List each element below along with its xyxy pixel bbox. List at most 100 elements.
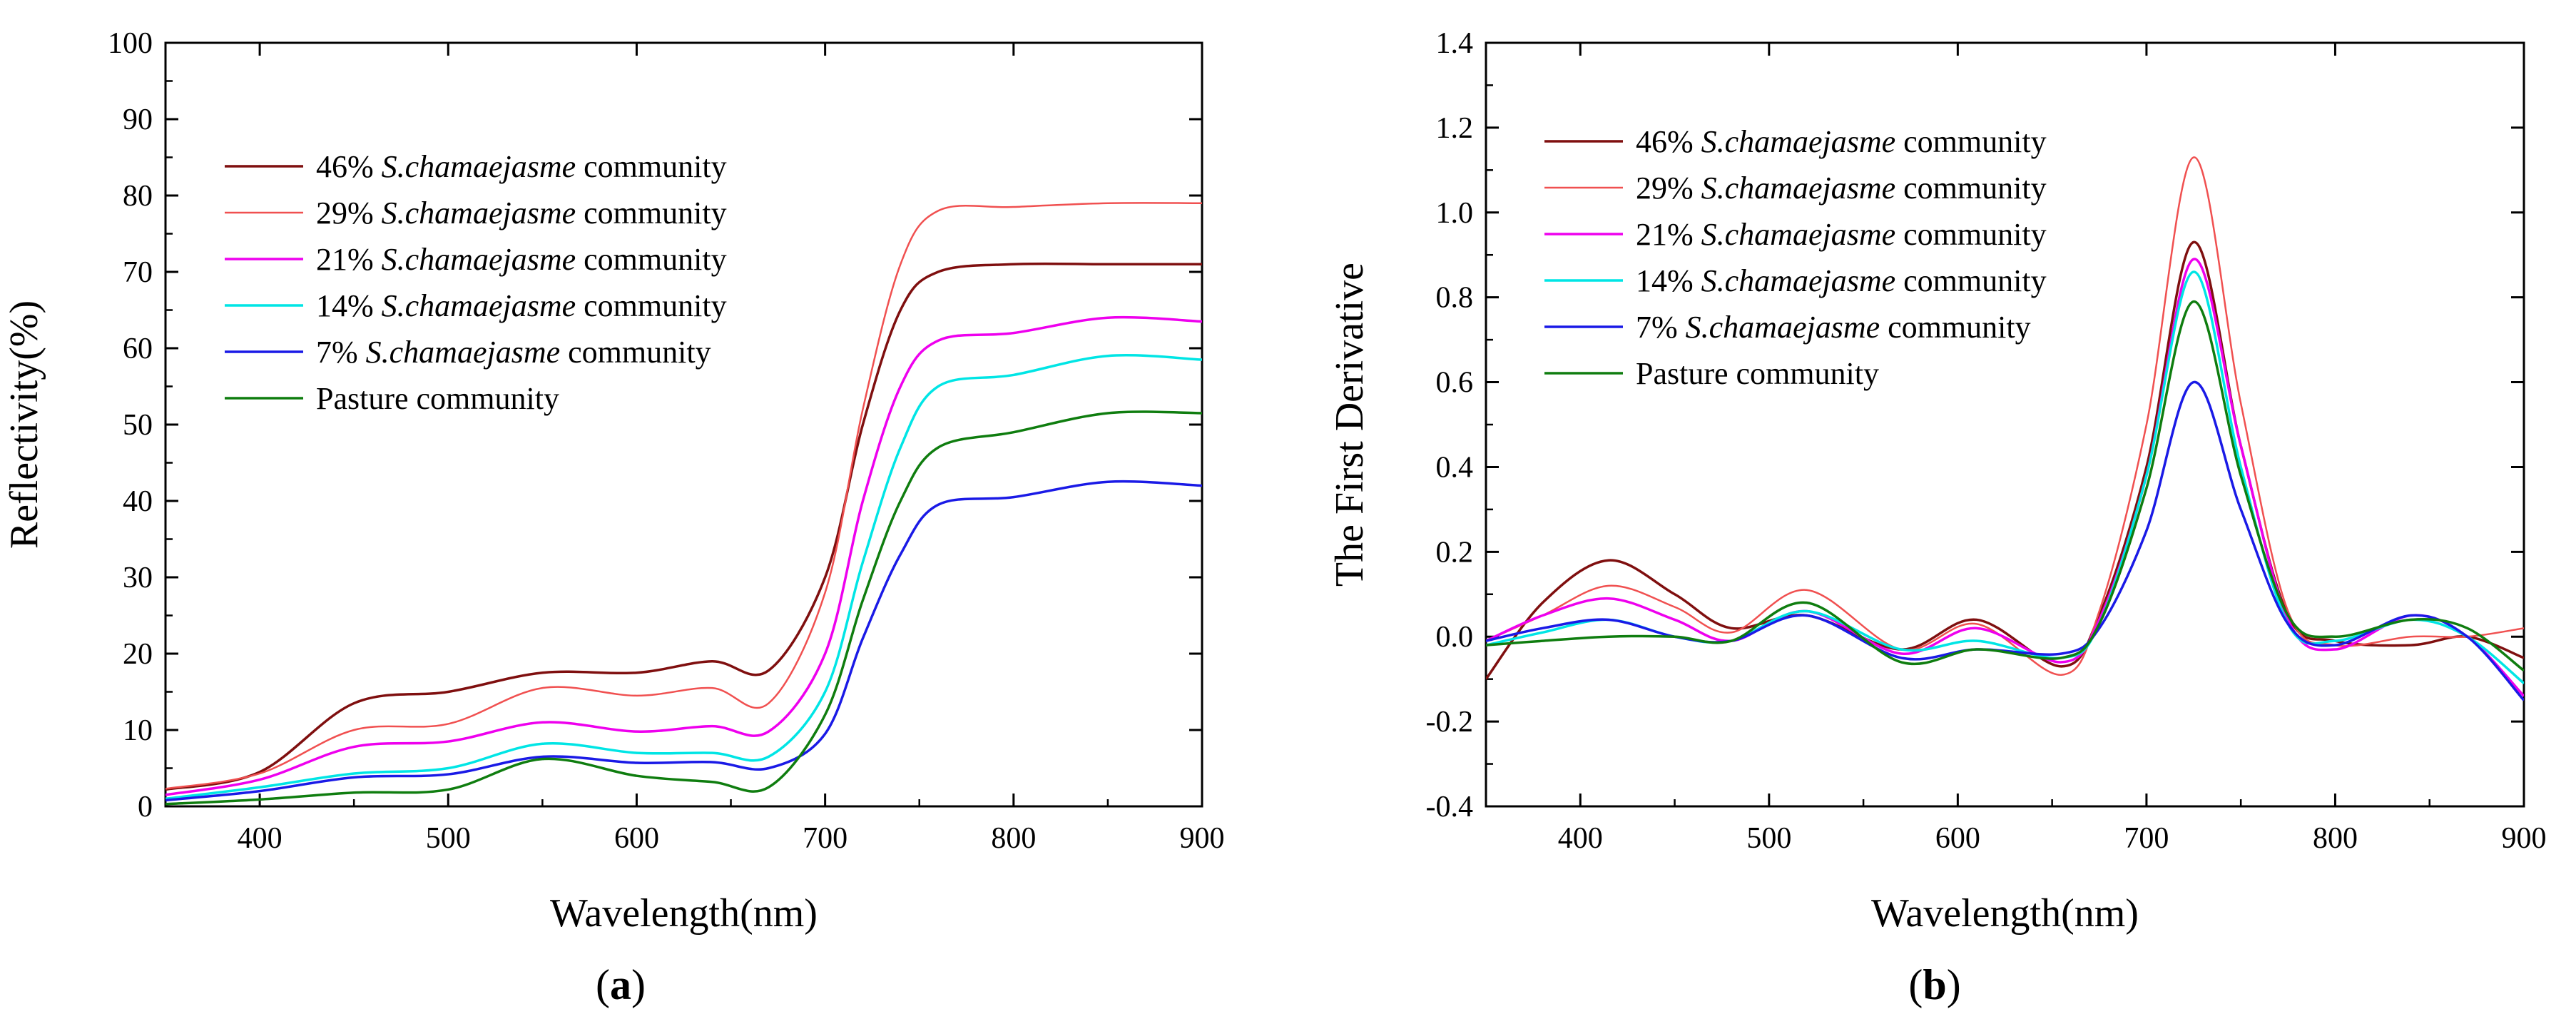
panel-label-open: (	[1908, 961, 1923, 1008]
y-tick-label: 0.4	[1436, 451, 1474, 484]
y-tick-label: 1.0	[1436, 197, 1474, 230]
y-tick-label: 0	[138, 791, 153, 823]
legend-suffix: community	[1895, 263, 2046, 298]
y-tick-label: -0.4	[1426, 791, 1474, 823]
x-tick-label: 500	[1746, 822, 1791, 855]
legend-pct: 29%	[316, 196, 382, 230]
y-tick-label: 10	[123, 714, 153, 747]
legend-suffix: community	[1895, 217, 2046, 252]
legend-pct: 46%	[316, 149, 382, 184]
legend-label-s21: 21% S.chamaejasme community	[1636, 217, 2047, 252]
y-tick-label: 100	[108, 27, 153, 60]
x-tick-label: 400	[238, 822, 282, 855]
y-tick-label: 50	[123, 409, 153, 442]
y-tick-label: 80	[123, 180, 153, 213]
x-tick-label: 700	[2124, 822, 2169, 855]
legend-suffix: Pasture community	[1636, 356, 1879, 391]
x-axis-title: Wavelength(nm)	[1871, 891, 2139, 936]
x-tick-label: 900	[2502, 822, 2547, 855]
legend-label-s14: 14% S.chamaejasme community	[1636, 263, 2047, 298]
x-tick-label: 800	[991, 822, 1036, 855]
panel-label-open: (	[596, 961, 610, 1008]
legend-label-s29: 29% S.chamaejasme community	[1636, 171, 2047, 206]
y-tick-label: 90	[123, 103, 153, 136]
series-line-pasture	[166, 410, 1202, 806]
series-line-s21	[1486, 258, 2524, 697]
y-tick-label: 0.0	[1436, 621, 1474, 654]
legend-suffix: Pasture community	[316, 381, 559, 416]
panel-label-close: )	[631, 961, 646, 1008]
legend-label-s7: 7% S.chamaejasme community	[1636, 310, 2031, 345]
panel-label: (a)	[596, 961, 646, 1008]
series-line-s14	[166, 354, 1202, 801]
y-tick-label: 1.2	[1436, 112, 1474, 145]
legend-species: S.chamaejasme	[1701, 217, 1896, 252]
legend-label-s46: 46% S.chamaejasme community	[316, 149, 727, 184]
legend-label-s21: 21% S.chamaejasme community	[316, 242, 727, 277]
x-axis-title: Wavelength(nm)	[550, 891, 818, 936]
legend-pct: 14%	[316, 288, 382, 323]
legend-suffix: community	[576, 149, 726, 184]
x-tick-label: 400	[1558, 822, 1603, 855]
legend-label-s46: 46% S.chamaejasme community	[1636, 124, 2047, 159]
series-line-pasture	[1486, 300, 2524, 672]
legend-label-pasture: Pasture community	[316, 381, 559, 416]
panel-b-chart: 400 500 600 700 800 900 -0.4 -0.2 0.0 0.2 0.4 0.6 0.…	[1328, 27, 2547, 1008]
legend-species: S.chamaejasme	[1701, 171, 1896, 206]
panel-label-close: )	[1947, 961, 1961, 1008]
legend-label-pasture: Pasture community	[1636, 356, 1879, 391]
y-axis-title: Reflectivity(%)	[2, 300, 46, 549]
legend-pct: 7%	[316, 335, 366, 370]
legend-suffix: community	[1880, 310, 2030, 345]
legend-species: S.chamaejasme	[382, 242, 576, 277]
series-line-s7	[166, 480, 1202, 802]
y-tick-label: 30	[123, 562, 153, 594]
legend-suffix: community	[576, 242, 726, 277]
x-tick-label: 800	[2313, 822, 2358, 855]
y-tick-label: 70	[123, 256, 153, 289]
y-tick-label: 1.4	[1436, 27, 1474, 60]
legend-suffix: community	[560, 335, 711, 370]
legend-label-s29: 29% S.chamaejasme community	[316, 196, 727, 230]
series-line-s29	[1486, 156, 2524, 676]
series-line-s21	[166, 315, 1202, 796]
legend-species: S.chamaejasme	[382, 196, 576, 230]
y-tick-label: 0.8	[1436, 282, 1474, 315]
series-line-s29	[166, 202, 1202, 790]
panel-label-letter: a	[610, 961, 631, 1008]
y-tick-label: 20	[123, 638, 153, 671]
y-tick-label: -0.2	[1426, 706, 1474, 739]
y-tick-label: 0.6	[1436, 367, 1474, 400]
legend-suffix: community	[1895, 171, 2046, 206]
legend-pct: 46%	[1636, 124, 1701, 159]
y-tick-label: 0.2	[1436, 536, 1474, 569]
y-tick-label: 60	[123, 333, 153, 365]
y-tick-label: 40	[123, 485, 153, 518]
panel-label-letter: b	[1923, 961, 1946, 1008]
legend-label-s7: 7% S.chamaejasme community	[316, 335, 711, 370]
y-axis-title: The First Derivative	[1328, 263, 1372, 587]
x-tick-label: 600	[614, 822, 659, 855]
legend-pct: 29%	[1636, 171, 1701, 206]
legend-suffix: community	[1895, 124, 2046, 159]
series-line-s46	[166, 262, 1202, 791]
legend-species: S.chamaejasme	[382, 149, 576, 184]
legend-pct: 21%	[316, 242, 382, 277]
panel-label: (b)	[1908, 961, 1960, 1008]
legend-pct: 7%	[1636, 310, 1686, 345]
legend-label-s14: 14% S.chamaejasme community	[316, 288, 727, 323]
legend-species: S.chamaejasme	[366, 335, 561, 370]
legend-pct: 21%	[1636, 217, 1701, 252]
legend-suffix: community	[576, 196, 726, 230]
panel-a-chart: 400 500 600 700 800 900 0 10 20 30 40 50 60 70 80 90 100…	[2, 27, 1225, 1008]
x-tick-label: 600	[1935, 822, 1980, 855]
series-lines	[166, 202, 1202, 806]
legend-species: S.chamaejasme	[1701, 124, 1896, 159]
legend-species: S.chamaejasme	[382, 288, 576, 323]
legend-species: S.chamaejasme	[1701, 263, 1896, 298]
x-tick-label: 700	[803, 822, 847, 855]
legend-suffix: community	[576, 288, 726, 323]
